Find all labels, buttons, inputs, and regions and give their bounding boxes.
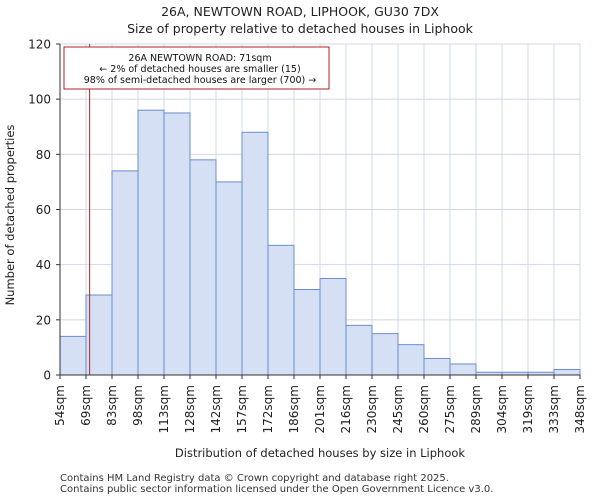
histogram-bar (59, 335, 87, 376)
y-tick-label: 0 (43, 369, 51, 383)
x-tick-label: 348sqm (573, 385, 587, 433)
chart-title: 26A, NEWTOWN ROAD, LIPHOOK, GU30 7DX (161, 4, 439, 19)
x-tick-label: 216sqm (339, 385, 353, 433)
y-tick-label: 120 (28, 38, 51, 52)
histogram-bar (85, 294, 113, 376)
x-tick-label: 128sqm (183, 385, 197, 433)
footer-licence: Contains public sector information licen… (60, 484, 494, 495)
x-axis-label: Distribution of detached houses by size … (175, 446, 466, 460)
histogram-bar (163, 112, 191, 376)
y-tick-label: 100 (28, 93, 51, 107)
histogram-bar (189, 159, 217, 376)
histogram-bar (267, 244, 295, 376)
histogram-bar (345, 324, 373, 376)
histogram-bar (215, 181, 243, 376)
annotation-line-2: ← 2% of detached houses are smaller (15) (99, 64, 300, 75)
x-tick-label: 157sqm (235, 385, 249, 433)
footer-copyright: Contains HM Land Registry data © Crown c… (60, 473, 449, 484)
x-tick-label: 113sqm (157, 385, 171, 433)
x-tick-label: 54sqm (53, 385, 67, 426)
histogram-bar (241, 131, 269, 376)
y-tick-label: 80 (36, 148, 51, 162)
y-ticks: 0 20 40 60 80 100 120 (28, 38, 60, 383)
histogram-bar (423, 357, 451, 376)
x-tick-label: 230sqm (365, 385, 379, 433)
x-tick-label: 69sqm (79, 385, 93, 426)
x-tick-label: 275sqm (443, 385, 457, 433)
histogram-bar (397, 344, 425, 376)
x-tick-label: 289sqm (469, 385, 483, 433)
annotation-line-3: 98% of semi-detached houses are larger (… (84, 75, 317, 86)
x-tick-label: 172sqm (261, 385, 275, 433)
x-tick-label: 142sqm (209, 385, 223, 433)
annotation-line-1: 26A NEWTOWN ROAD: 71sqm (128, 53, 271, 64)
bars-layer (59, 109, 581, 376)
x-tick-label: 304sqm (495, 385, 509, 433)
x-tick-label: 98sqm (131, 385, 145, 426)
y-axis-label: Number of detached properties (3, 125, 17, 306)
y-tick-label: 20 (36, 313, 51, 327)
y-tick-label: 40 (36, 258, 51, 272)
chart-subtitle: Size of property relative to detached ho… (127, 21, 473, 36)
annotation-box: 26A NEWTOWN ROAD: 71sqm ← 2% of detached… (63, 46, 330, 90)
histogram-bar (137, 109, 165, 376)
x-tick-label: 319sqm (521, 385, 535, 433)
y-tick-label: 60 (36, 203, 51, 217)
histogram-bar (319, 277, 347, 376)
histogram-bar (449, 363, 477, 376)
x-tick-label: 260sqm (417, 385, 431, 433)
x-tick-label: 245sqm (391, 385, 405, 433)
histogram-bar (293, 288, 321, 376)
histogram-bar (371, 333, 399, 376)
histogram-bar (111, 170, 139, 376)
x-tick-label: 333sqm (547, 385, 561, 433)
x-tick-label: 201sqm (313, 385, 327, 433)
x-tick-label: 83sqm (105, 385, 119, 426)
histogram-bar (553, 368, 581, 376)
x-tick-label: 186sqm (287, 385, 301, 433)
x-ticks: 54sqm 69sqm 83sqm 98sqm 113sqm 128sqm 142sqm 15… (53, 375, 587, 433)
